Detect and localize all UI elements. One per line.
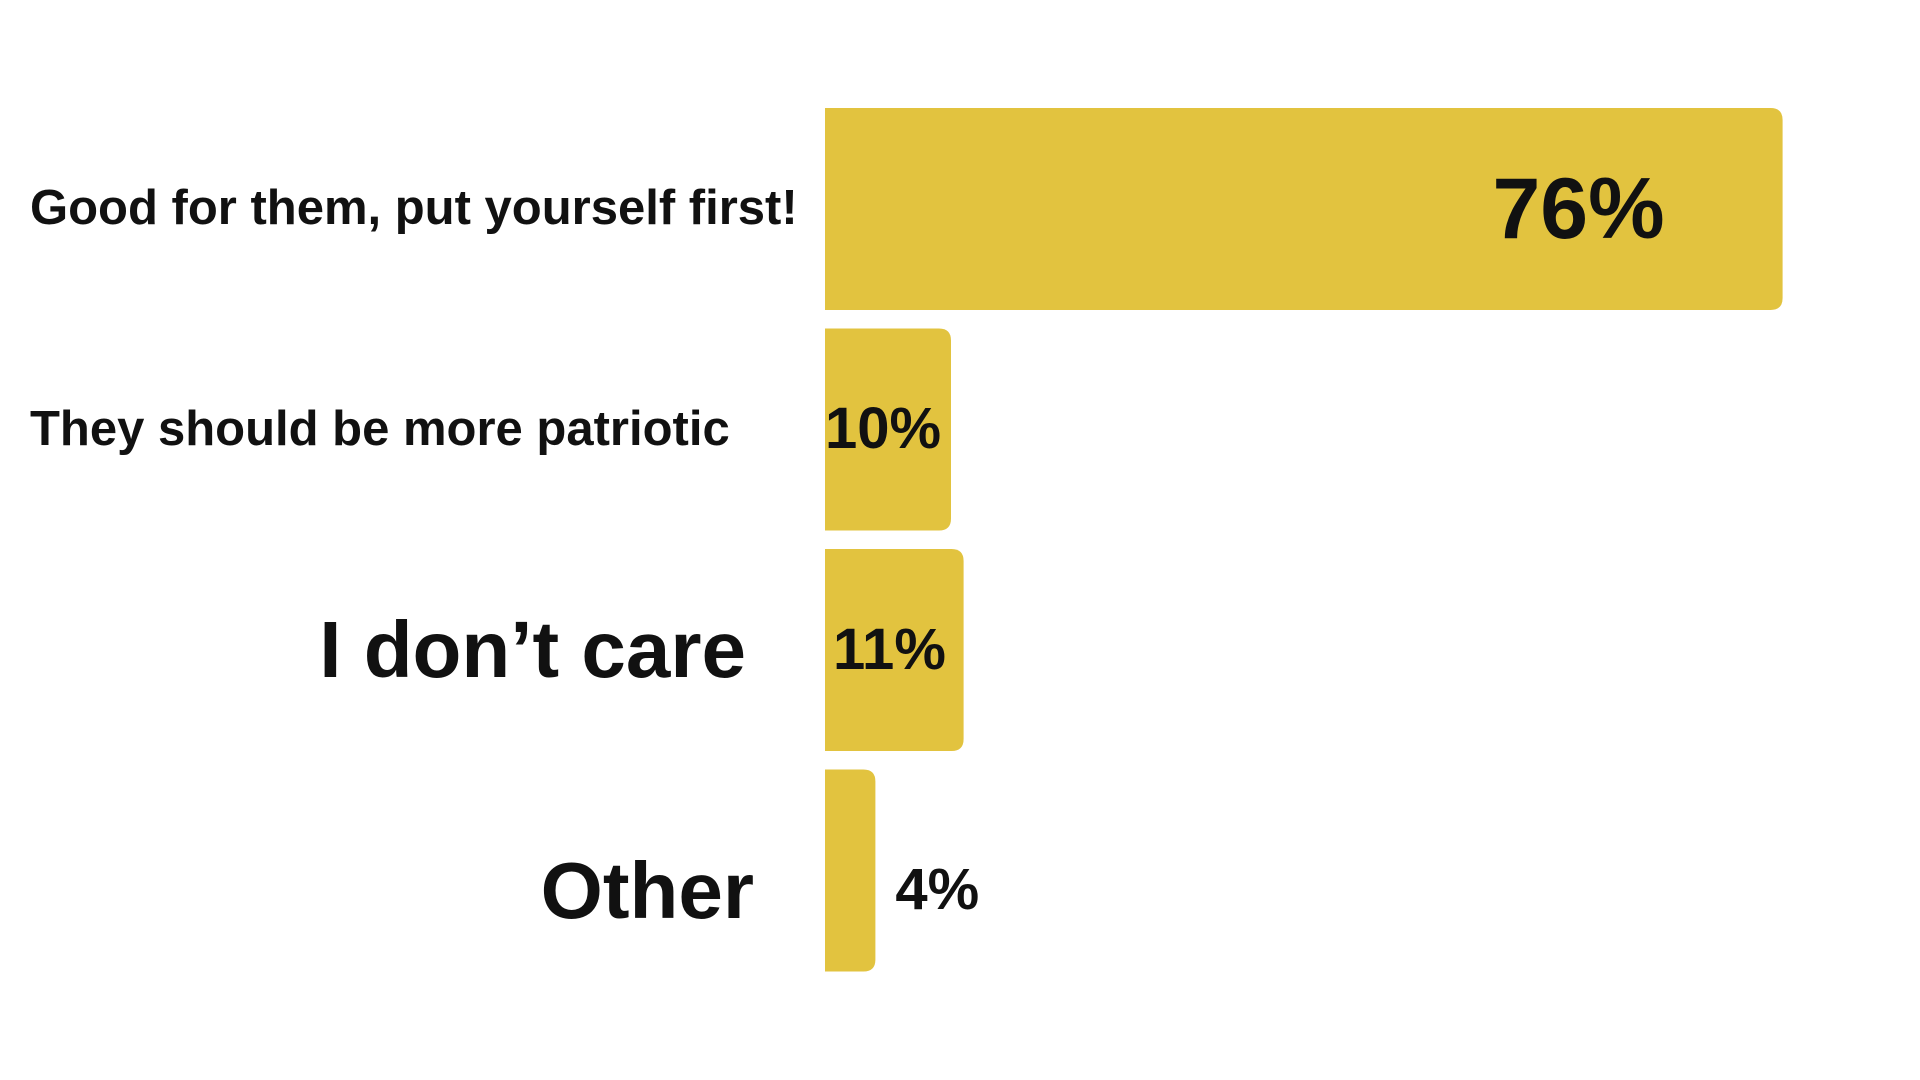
value-label: 10% [825,396,942,462]
category-label: Good for them, put yourself first! [30,181,798,236]
bar [825,769,876,972]
bar [825,328,951,531]
bar [825,549,964,751]
value-label: 4% [895,857,980,923]
category-label: Other [540,845,754,935]
category-label: I don’t care [319,605,746,694]
value-label: 76% [1492,160,1665,257]
category-label: They should be more patriotic [30,401,730,456]
bar [825,108,1783,310]
value-label: 11% [833,616,946,682]
